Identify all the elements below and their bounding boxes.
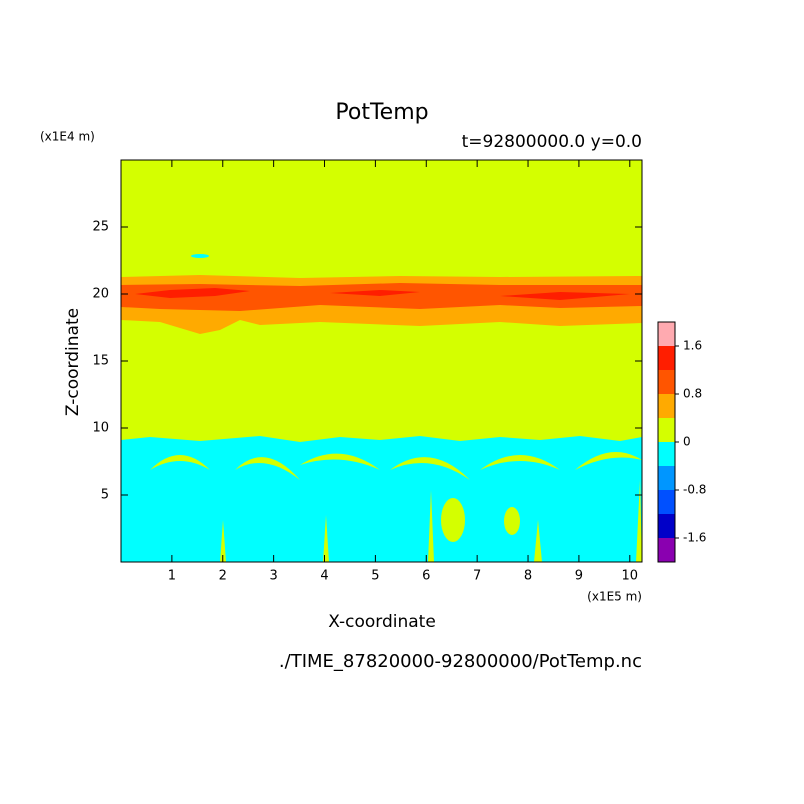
contour-region [575,452,642,470]
colorbar-bin [658,322,675,346]
contour-region [220,520,226,562]
colorbar-tick-label: 0 [683,435,691,449]
x-tick-label: 7 [473,569,481,584]
contour-region [390,457,470,480]
colorbar-tick-label: -1.6 [683,531,706,545]
y-tick-label: 10 [92,421,109,436]
contour-region [428,490,434,562]
colorbar-bin [658,442,675,466]
chart-title: PotTemp [335,100,428,125]
contour-region [191,254,209,258]
x-tick-label: 4 [320,569,328,584]
contour-region [150,455,210,470]
colorbar-bin [658,346,675,370]
source-file: ./TIME_87820000-92800000/PotTemp.nc [279,651,642,672]
contour-region [504,507,520,535]
colorbar-bin [658,418,675,442]
x-unit: (x1E5 m) [587,590,642,604]
contour-region [121,283,642,311]
contour-region [480,455,560,470]
contour-region [135,288,250,298]
colorbar-bin [658,490,675,514]
x-tick-label: 9 [575,569,583,584]
x-tick-label: 3 [269,569,277,584]
x-tick-label: 6 [422,569,430,584]
y-tick-label: 25 [92,220,109,235]
contour-region [121,436,642,562]
y-unit: (x1E4 m) [40,130,95,144]
contour-region [235,457,300,480]
x-tick-label: 10 [622,569,639,584]
y-tick-label: 5 [101,488,109,503]
x-tick-label: 8 [524,569,532,584]
x-tick-label: 2 [219,569,227,584]
colorbar-bin [658,466,675,490]
contour-region [323,515,329,562]
x-tick-label: 5 [371,569,379,584]
y-tick-label: 20 [92,287,109,302]
x-axis-label: X-coordinate [328,612,436,632]
colorbar-bin [658,538,675,562]
colorbar-bin [658,394,675,418]
colorbar-bin [658,514,675,538]
contour-region [636,480,642,562]
contour-region [300,453,380,470]
colorbar-tick-label: -0.8 [683,483,706,497]
x-tick-label: 1 [168,569,176,584]
contour-region [441,498,465,542]
contour-region [534,520,542,562]
colorbar-frame [657,321,676,563]
contour-field [121,160,642,562]
colorbar-tick-label: 0.8 [683,387,702,401]
contour-region [500,292,630,300]
contour-region [330,290,420,296]
y-axis-label: Z-coordinate [63,308,83,416]
chart-subtitle: t=92800000.0 y=0.0 [462,132,642,152]
colorbar-tick-label: 1.6 [683,339,702,353]
y-tick-label: 15 [92,354,109,369]
colorbar-bin [658,370,675,394]
